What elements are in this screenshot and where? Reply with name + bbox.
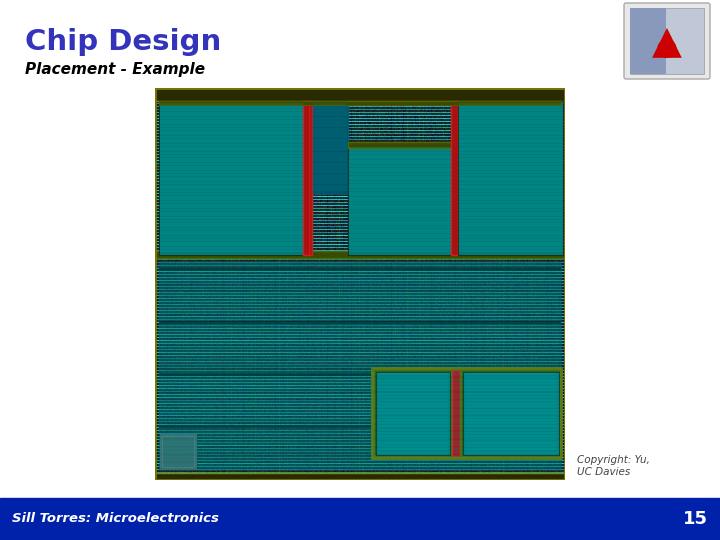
Bar bbox=[161, 435, 196, 469]
Bar bbox=[155, 473, 565, 480]
Text: 15: 15 bbox=[683, 510, 708, 528]
Bar bbox=[452, 370, 459, 456]
Bar bbox=[159, 268, 561, 271]
Text: ▲: ▲ bbox=[652, 22, 682, 60]
FancyBboxPatch shape bbox=[624, 3, 710, 79]
Bar bbox=[309, 100, 312, 254]
Bar bbox=[159, 321, 561, 323]
Bar bbox=[348, 144, 452, 254]
Bar bbox=[0, 498, 720, 540]
Bar bbox=[159, 261, 561, 470]
Bar bbox=[155, 252, 565, 258]
Bar bbox=[159, 373, 561, 376]
Bar bbox=[348, 142, 452, 147]
Bar bbox=[372, 368, 561, 458]
Bar bbox=[451, 100, 459, 254]
Bar bbox=[462, 370, 561, 456]
Text: ●: ● bbox=[656, 36, 678, 60]
Bar bbox=[630, 8, 666, 74]
Bar bbox=[464, 372, 559, 455]
Bar bbox=[159, 100, 305, 254]
Bar bbox=[163, 436, 194, 468]
Text: Copyright: Yu,
UC Davies: Copyright: Yu, UC Davies bbox=[577, 455, 650, 477]
Bar bbox=[303, 100, 312, 254]
Bar bbox=[374, 370, 452, 456]
Bar bbox=[377, 372, 450, 455]
Bar bbox=[630, 8, 704, 74]
Text: Placement - Example: Placement - Example bbox=[25, 62, 205, 77]
Bar bbox=[159, 100, 561, 105]
Bar bbox=[159, 425, 561, 428]
Text: Chip Design: Chip Design bbox=[25, 28, 221, 56]
Text: Sill Torres: Microelectronics: Sill Torres: Microelectronics bbox=[12, 512, 219, 525]
Bar bbox=[459, 100, 563, 254]
Bar bbox=[312, 100, 348, 194]
Bar bbox=[155, 88, 565, 100]
